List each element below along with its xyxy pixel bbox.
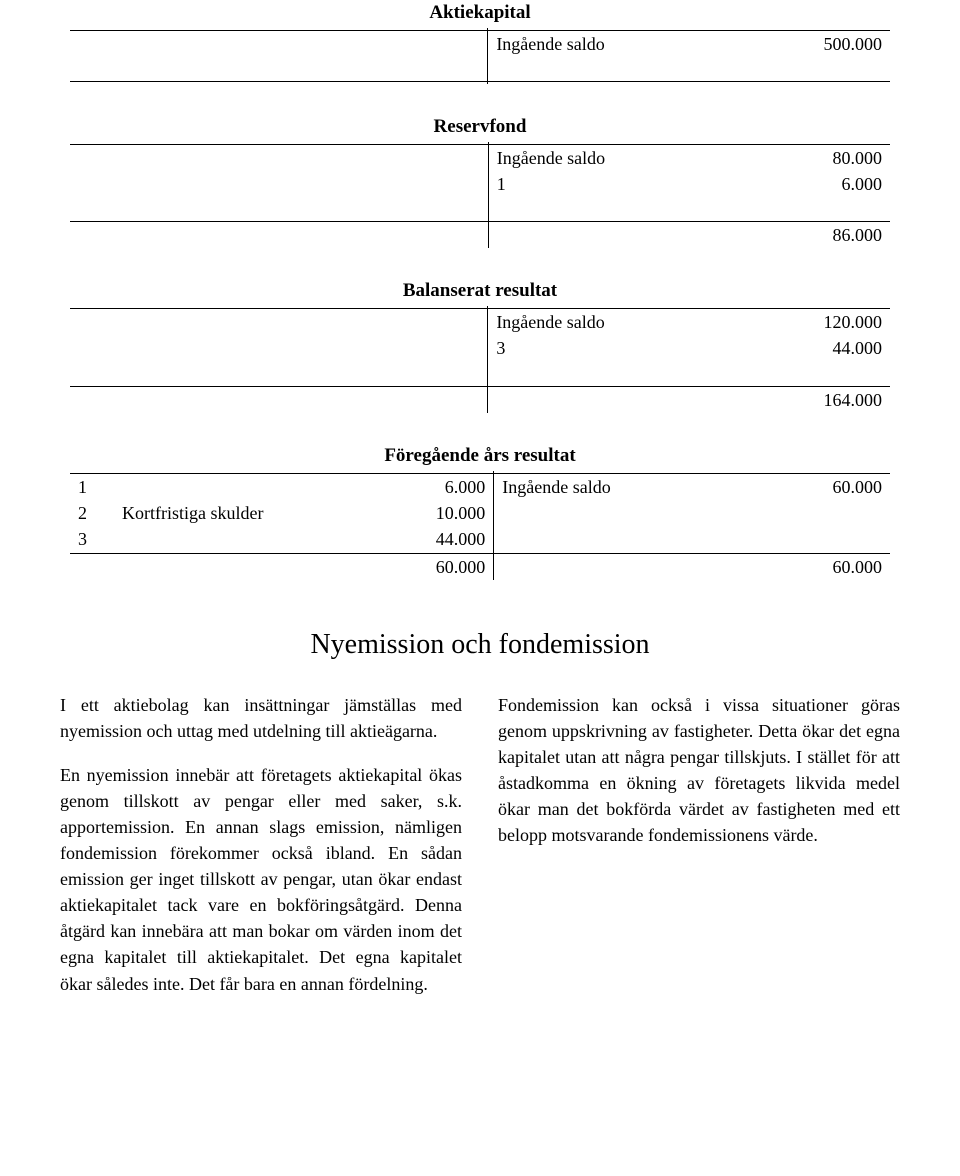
body-paragraph: Fondemission kan också i vissa situation… (498, 692, 900, 849)
entry-label: Kortfristiga skulder (114, 500, 355, 526)
entry-label: Ingående saldo (494, 473, 734, 500)
entry-label: Ingående saldo (488, 30, 731, 57)
entry-value: 500.000 (731, 30, 890, 57)
body-paragraph: En nyemission innebär att företagets akt… (60, 762, 462, 997)
entry-ref: 2 (70, 500, 114, 526)
account-title: Balanserat resultat (70, 278, 890, 304)
entry-value: 120.000 (731, 309, 890, 336)
sum-value: 164.000 (731, 386, 890, 413)
t-account-balanserat: Balanserat resultat Ingående saldo 120.0… (70, 278, 890, 413)
entry-ref: 1 (488, 171, 731, 197)
entry-value: 6.000 (355, 473, 494, 500)
t-account-reservfond: Reservfond Ingående saldo 80.000 1 6.000… (70, 114, 890, 249)
entry-value: 6.000 (732, 171, 890, 197)
sum-value: 86.000 (732, 222, 890, 249)
body-paragraph: I ett aktiebolag kan insättningar jämstä… (60, 692, 462, 744)
entry-value: 44.000 (731, 335, 890, 361)
section-title: Nyemission och fondemission (60, 626, 900, 664)
entry-value: 10.000 (355, 500, 494, 526)
entry-ref: 3 (70, 526, 114, 553)
entry-label: Ingående saldo (488, 144, 731, 171)
entry-value: 80.000 (732, 144, 890, 171)
t-account-aktiekapital: Aktiekapital Ingående saldo 500.000 (70, 0, 890, 84)
account-title: Föregående års resultat (70, 443, 890, 469)
entry-ref: 3 (488, 335, 731, 361)
body-columns: I ett aktiebolag kan insättningar jämstä… (60, 692, 900, 1015)
sum-value: 60.000 (734, 553, 890, 580)
account-title: Reservfond (70, 114, 890, 140)
entry-label: Ingående saldo (488, 309, 731, 336)
sum-value: 60.000 (355, 553, 494, 580)
entry-value: 60.000 (734, 473, 890, 500)
entry-value: 44.000 (355, 526, 494, 553)
account-title: Aktiekapital (70, 0, 890, 26)
t-account-foregaende: Föregående års resultat 1 6.000 Ingående… (70, 443, 890, 580)
entry-ref: 1 (70, 473, 114, 500)
